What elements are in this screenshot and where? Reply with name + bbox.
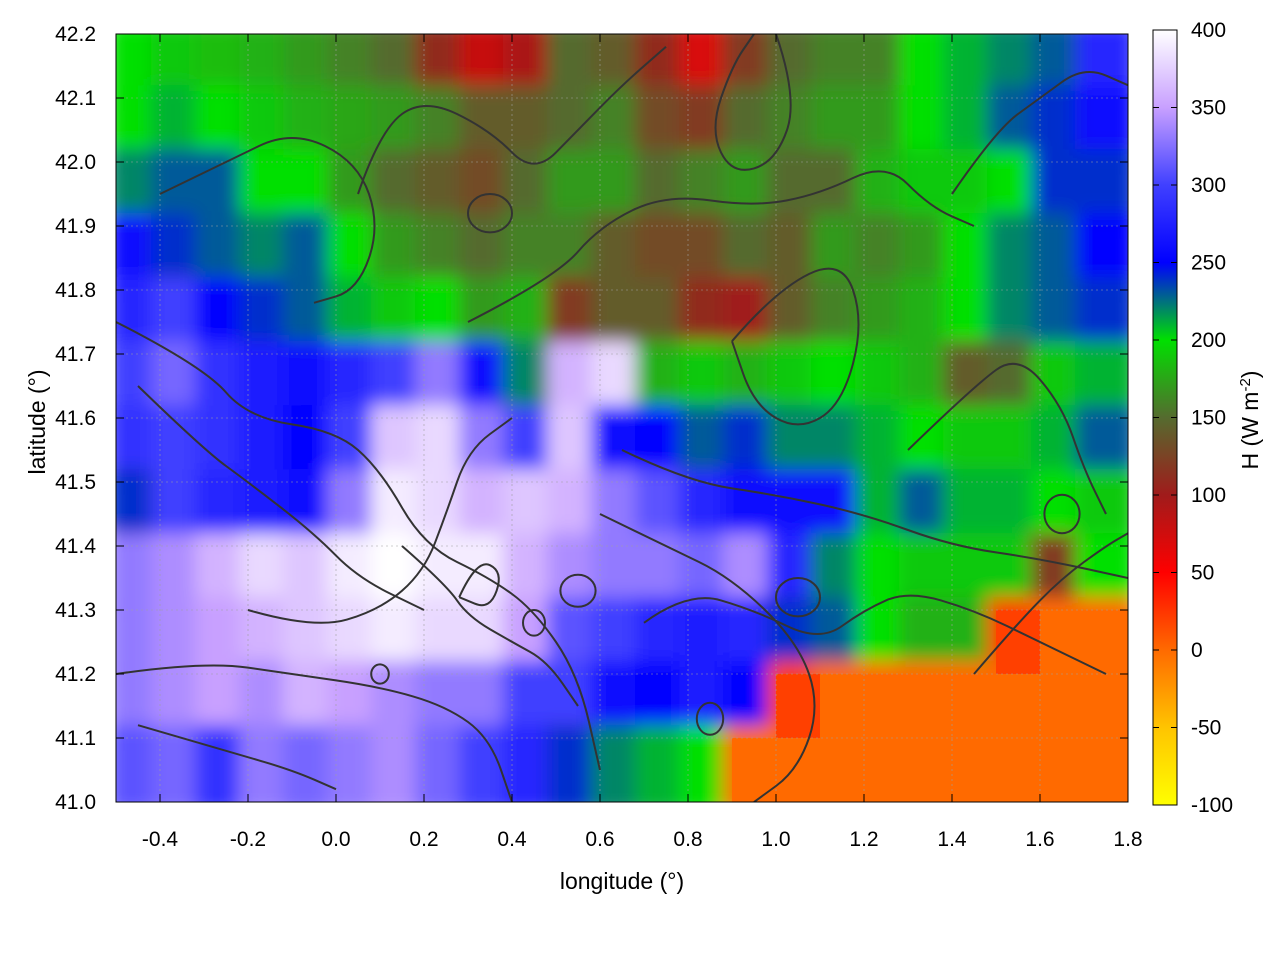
x-tick-label: -0.2 [230,828,266,851]
sea-cell [776,674,820,738]
contour-line [714,34,792,171]
x-tick-label: 1.4 [937,828,967,851]
colorbar-label-end: ) [1237,371,1263,379]
contour-line [137,385,425,611]
x-tick-label: 0.8 [673,828,702,851]
sea-cell [1040,674,1084,738]
x-tick-label: 0.2 [409,828,438,851]
colorbar-label-main: H (W m [1237,392,1263,470]
sea-cell [996,738,1040,802]
contour-line [159,137,376,304]
contour-loop [522,609,546,637]
sea-cell [952,738,996,802]
contour-loop [775,577,821,618]
y-tick-label: 41.6 [55,407,96,430]
y-tick-label: 41.9 [55,215,96,238]
y-tick-label: 41.5 [55,471,96,494]
sea-cell [996,610,1040,674]
sea-cell [864,674,908,738]
colorbar-tick-label: -50 [1191,717,1221,740]
plot-area: -0.4 -0.2 0.0 0.2 0.4 0.6 0.8 1.0 1.2 1.4 1.6 1.8 41… [55,23,1142,851]
grid-lines [116,34,1128,802]
contour-line [357,46,667,195]
colorbar-tick-label: 300 [1191,174,1226,197]
x-tick-label: 1.8 [1113,828,1142,851]
sea-cell [1084,738,1128,802]
sea-cell [952,674,996,738]
colorbar-tick-label: 100 [1191,484,1226,507]
x-tick-label: 0.4 [497,828,527,851]
sea-cell [908,674,952,738]
colorbar-tick-label: 400 [1191,19,1226,42]
colorbar-label-superscript: -2 [1237,378,1254,391]
contour-line [458,563,500,607]
sea-cell [1084,610,1128,674]
contour-line [951,71,1128,195]
y-tick-label: 41.8 [55,279,96,302]
y-tick-label: 41.7 [55,343,96,366]
sea-cell [996,674,1040,738]
x-tick-label: 1.2 [849,828,878,851]
contour-line [401,545,579,707]
y-tick-label: 41.3 [55,599,96,622]
colorbar-tick-label: -100 [1191,794,1233,817]
x-axis-label: longitude (°) [560,868,684,894]
contour-lines [116,34,1128,802]
contour-line [621,449,1128,579]
contour-loop [559,573,597,608]
y-axis-label: latitude (°) [24,369,50,474]
colorbar-ticks: -100 -50 0 50 100 150 200 250 300 350 400 [1153,19,1233,817]
sea-cell [1040,738,1084,802]
x-tick-label: -0.4 [142,828,179,851]
axis-ticks: -0.4 -0.2 0.0 0.2 0.4 0.6 0.8 1.0 1.2 1.4 1.6 1.8 41… [55,23,1142,851]
colorbar: -100 -50 0 50 100 150 200 250 300 350 400 H (W m-2… [1152,19,1263,817]
contour-line [643,594,1107,675]
x-tick-label: 0.0 [321,828,350,851]
contour-line [973,532,1128,675]
contour-loop [695,701,725,736]
sea-cell [732,738,776,802]
y-tick-label: 41.1 [55,727,96,750]
y-tick-label: 41.0 [55,791,96,814]
contour-line [116,321,601,771]
sea-cell [1040,610,1084,674]
colorbar-label: H (W m-2) [1237,371,1263,470]
colorbar-tick-label: 150 [1191,407,1226,430]
sea-cell [864,738,908,802]
y-tick-label: 41.4 [55,535,96,558]
contour-loop [370,663,390,685]
y-tick-label: 42.0 [55,151,96,174]
contour-line [116,664,513,802]
x-tick-label: 0.6 [585,828,614,851]
sea-cell [908,738,952,802]
y-tick-label: 42.1 [55,87,96,110]
contour-line [137,724,337,791]
colorbar-tick-label: 0 [1191,639,1203,662]
y-tick-label: 42.2 [55,23,96,46]
x-tick-label: 1.0 [761,828,790,851]
colorbar-tick-label: 50 [1191,562,1214,585]
contour-line [907,362,1107,515]
contour-loop [467,193,513,234]
sea-cell [776,738,820,802]
contour-line [599,513,816,802]
contour-line [467,170,975,323]
contour-line [247,417,513,624]
y-tick-label: 41.2 [55,663,96,686]
contour-line [731,267,860,426]
sea-cell [820,674,864,738]
sea-cell [1084,674,1128,738]
x-tick-label: 1.6 [1025,828,1054,851]
sea-cell [820,738,864,802]
colorbar-tick-label: 200 [1191,329,1226,352]
colorbar-tick-label: 250 [1191,252,1226,275]
colorbar-tick-label: 350 [1191,97,1226,120]
contour-loop [1043,493,1081,535]
